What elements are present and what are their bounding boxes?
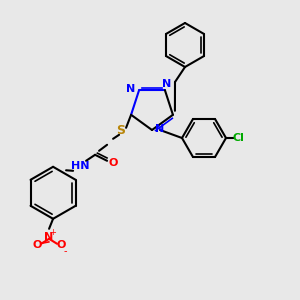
Text: O: O	[56, 240, 66, 250]
Text: N: N	[162, 79, 172, 89]
Text: -: -	[63, 246, 67, 256]
Text: HN: HN	[71, 161, 89, 171]
Text: O: O	[32, 240, 42, 250]
Text: +: +	[50, 228, 56, 237]
Text: Cl: Cl	[232, 133, 244, 143]
Text: S: S	[117, 124, 126, 137]
Text: N: N	[126, 84, 136, 94]
Text: N: N	[155, 124, 165, 134]
Text: O: O	[108, 158, 118, 168]
Text: N: N	[44, 232, 54, 242]
